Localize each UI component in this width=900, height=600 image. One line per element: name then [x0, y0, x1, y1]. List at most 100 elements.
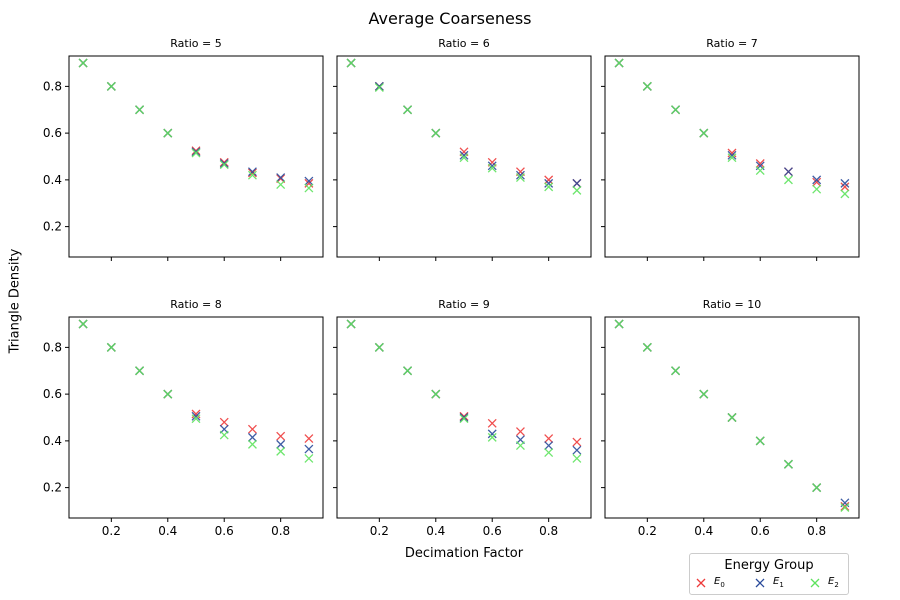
legend-item-e0: E0	[696, 576, 725, 589]
subplot-frame	[604, 316, 860, 519]
data-point-e2	[247, 170, 257, 180]
data-point-e2	[403, 366, 413, 376]
data-point-e2	[487, 432, 497, 442]
data-point-e0	[459, 411, 469, 421]
data-point-e1	[727, 150, 737, 160]
subplot-frame	[336, 316, 592, 519]
data-point-e1	[487, 161, 497, 171]
subplot-title: Ratio = 5	[170, 37, 221, 50]
data-point-e1	[572, 445, 582, 455]
subplot-frame	[68, 55, 324, 258]
x-tick-label: 0.4	[694, 524, 713, 538]
data-point-e2	[374, 83, 384, 93]
subplot-5: Ratio = 9 0.2 0.4 0.6 0.8	[333, 298, 592, 538]
y-axis-label: Triangle Density	[7, 248, 23, 354]
x-tick-label: 0.4	[426, 524, 445, 538]
data-point-e0	[304, 434, 314, 443]
data-point-e2	[346, 319, 356, 329]
data-point-e2	[106, 342, 116, 352]
data-point-e1	[374, 81, 384, 91]
data-point-e2	[783, 175, 793, 185]
data-point-e1	[812, 175, 822, 185]
data-point-e2	[163, 389, 173, 399]
x-axis-label: Decimation Factor	[404, 546, 524, 561]
legend-item-e1: E1	[755, 576, 784, 589]
data-point-e2	[671, 105, 681, 115]
data-point-e2	[840, 503, 850, 512]
data-point-e2	[812, 483, 822, 493]
data-point-e2	[346, 58, 356, 68]
y-tick-label: 0.6	[43, 126, 62, 140]
data-point-e2	[374, 342, 384, 352]
legend: Energy Group E0 E1 E2	[689, 553, 849, 595]
x-tick-label: 0.6	[483, 524, 502, 538]
data-point-e0	[544, 175, 554, 185]
x-tick-label: 0.8	[539, 524, 558, 538]
subplot-6: Ratio = 10 0.2 0.4 0.6 0.8	[601, 298, 860, 538]
y-tick-label: 0.8	[43, 340, 62, 354]
legend-marker-e1	[755, 578, 765, 587]
subplot-frame	[604, 55, 860, 258]
data-point-e0	[487, 418, 497, 428]
data-point-e2	[163, 128, 173, 138]
subplot-title: Ratio = 8	[170, 298, 221, 311]
data-point-e2	[727, 153, 737, 163]
subplot-1: Ratio = 5 0.2 0.4 0.6 0.8	[43, 37, 324, 261]
data-point-e2	[783, 459, 793, 469]
data-point-e1	[515, 170, 525, 180]
data-point-e2	[219, 160, 229, 170]
data-point-e2	[106, 81, 116, 91]
y-tick-label: 0.2	[43, 481, 62, 495]
x-tick-label: 0.8	[271, 524, 290, 538]
data-point-e0	[219, 157, 229, 167]
data-point-e2	[191, 148, 201, 158]
data-point-e2	[755, 166, 765, 175]
data-point-e1	[276, 439, 286, 449]
x-tick-label: 0.2	[370, 524, 389, 538]
x-tick-label: 0.2	[638, 524, 657, 538]
y-tick-label: 0.6	[43, 387, 62, 401]
data-point-e1	[544, 441, 554, 451]
data-point-e2	[219, 430, 229, 440]
data-point-e0	[812, 177, 822, 187]
data-point-e2	[276, 446, 286, 456]
data-point-e2	[544, 182, 554, 192]
data-point-e1	[840, 178, 850, 188]
data-point-e1	[783, 167, 793, 177]
data-point-e2	[247, 439, 257, 449]
data-point-e0	[247, 168, 257, 178]
data-point-e2	[515, 441, 525, 451]
data-point-e0	[840, 501, 850, 511]
data-point-e1	[191, 147, 201, 157]
data-point-e1	[544, 178, 554, 188]
y-tick-label: 0.2	[43, 220, 62, 234]
data-point-e2	[191, 414, 201, 424]
data-point-e2	[78, 58, 88, 68]
data-point-e2	[614, 319, 624, 329]
legend-label-e1: E1	[773, 576, 784, 589]
y-tick-label: 0.8	[43, 79, 62, 93]
data-point-e2	[304, 453, 314, 463]
legend-marker-e2	[810, 578, 820, 587]
x-tick-label: 0.6	[215, 524, 234, 538]
data-point-e2	[812, 184, 822, 194]
data-point-e0	[276, 431, 286, 441]
subplot-4: Ratio = 8 0.2 0.4 0.6 0.8 0.2 0.4 0.6 0.8	[43, 298, 324, 538]
subplot-title: Ratio = 6	[438, 37, 489, 50]
data-point-e2	[572, 185, 582, 195]
data-point-e0	[191, 146, 201, 156]
legend-item-e2: E2	[810, 576, 839, 589]
subplot-title: Ratio = 7	[706, 37, 757, 50]
data-point-e2	[642, 342, 652, 352]
y-tick-label: 0.4	[43, 173, 62, 187]
data-point-e1	[459, 413, 469, 422]
data-point-e2	[755, 436, 765, 446]
data-point-e2	[840, 189, 850, 199]
data-point-e1	[304, 176, 314, 186]
data-point-e0	[544, 434, 554, 443]
data-point-e2	[515, 173, 525, 182]
subplot-frame	[68, 316, 324, 519]
data-point-e2	[135, 366, 145, 376]
data-point-e2	[699, 128, 709, 138]
